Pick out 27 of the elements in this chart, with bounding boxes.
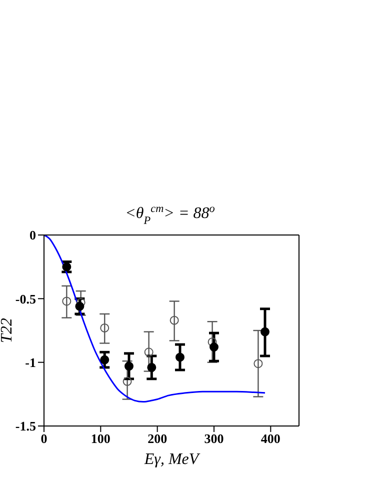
y-tick-label: -1 bbox=[25, 354, 36, 370]
point bbox=[75, 302, 84, 311]
point bbox=[210, 342, 218, 352]
point bbox=[124, 362, 134, 371]
line-series bbox=[44, 235, 266, 403]
y-axis-title: T22 bbox=[0, 318, 16, 343]
chart-title: <θ$_{P}$$^{cm}$> = 88$^{o}$ bbox=[125, 203, 216, 227]
point bbox=[147, 362, 156, 372]
x-tick-label: 300 bbox=[204, 431, 224, 446]
point bbox=[260, 327, 270, 336]
point bbox=[62, 296, 72, 306]
x-tick-label: 400 bbox=[260, 431, 280, 446]
y-tick-label: 0 bbox=[30, 228, 36, 243]
x-tick-label: 100 bbox=[90, 431, 110, 446]
point bbox=[144, 348, 154, 357]
point bbox=[100, 355, 110, 364]
point bbox=[100, 323, 110, 332]
point bbox=[170, 316, 179, 325]
y-tick-label: -1.5 bbox=[15, 418, 36, 434]
point bbox=[208, 337, 217, 346]
y-tick-label: -0.5 bbox=[15, 291, 36, 306]
x-axis-title: Eγ, MeV bbox=[143, 451, 201, 468]
x-tick-label: 200 bbox=[148, 431, 168, 446]
point bbox=[254, 359, 263, 368]
x-tick-label: 0 bbox=[40, 431, 48, 446]
point bbox=[122, 376, 132, 386]
point bbox=[176, 352, 184, 362]
